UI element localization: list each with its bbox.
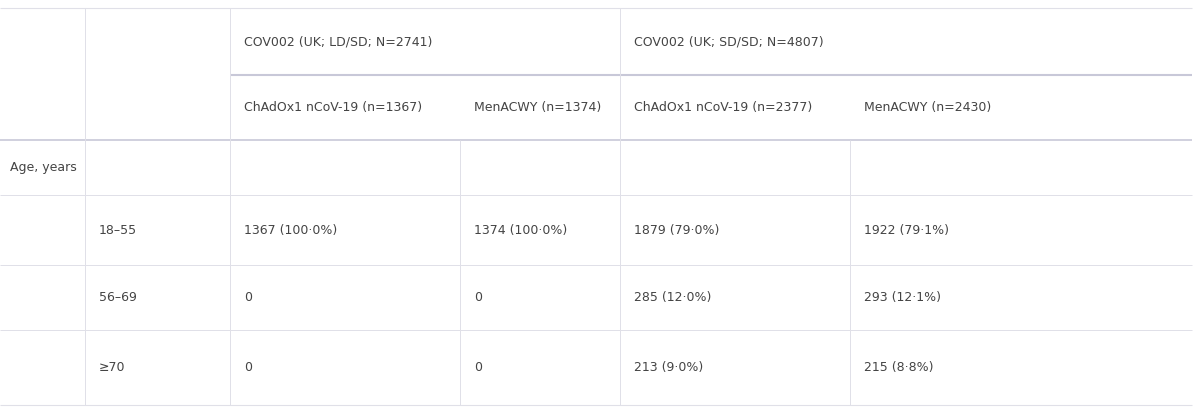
Text: COV002 (UK; SD/SD; N=4807): COV002 (UK; SD/SD; N=4807) bbox=[634, 35, 823, 48]
Text: 285 (12·0%): 285 (12·0%) bbox=[634, 291, 712, 304]
Text: 18–55: 18–55 bbox=[98, 224, 137, 236]
Text: MenACWY (n=1374): MenACWY (n=1374) bbox=[474, 101, 601, 114]
Text: 213 (9·0%): 213 (9·0%) bbox=[634, 361, 703, 374]
Text: 1879 (79·0%): 1879 (79·0%) bbox=[634, 224, 719, 236]
Text: 1374 (100·0%): 1374 (100·0%) bbox=[474, 224, 568, 236]
Text: ≥70: ≥70 bbox=[98, 361, 126, 374]
Text: 0: 0 bbox=[244, 361, 252, 374]
Text: COV002 (UK; LD/SD; N=2741): COV002 (UK; LD/SD; N=2741) bbox=[244, 35, 432, 48]
Text: ChAdOx1 nCoV-19 (n=1367): ChAdOx1 nCoV-19 (n=1367) bbox=[244, 101, 422, 114]
Text: 0: 0 bbox=[474, 361, 482, 374]
Text: 1922 (79·1%): 1922 (79·1%) bbox=[864, 224, 949, 236]
Text: 56–69: 56–69 bbox=[98, 291, 137, 304]
Text: 0: 0 bbox=[474, 291, 482, 304]
Text: MenACWY (n=2430): MenACWY (n=2430) bbox=[864, 101, 991, 114]
Text: Age, years: Age, years bbox=[10, 161, 77, 174]
Text: ChAdOx1 nCoV-19 (n=2377): ChAdOx1 nCoV-19 (n=2377) bbox=[634, 101, 812, 114]
Text: 215 (8·8%): 215 (8·8%) bbox=[864, 361, 934, 374]
Text: 0: 0 bbox=[244, 291, 252, 304]
Text: 1367 (100·0%): 1367 (100·0%) bbox=[244, 224, 337, 236]
Text: 293 (12·1%): 293 (12·1%) bbox=[864, 291, 941, 304]
